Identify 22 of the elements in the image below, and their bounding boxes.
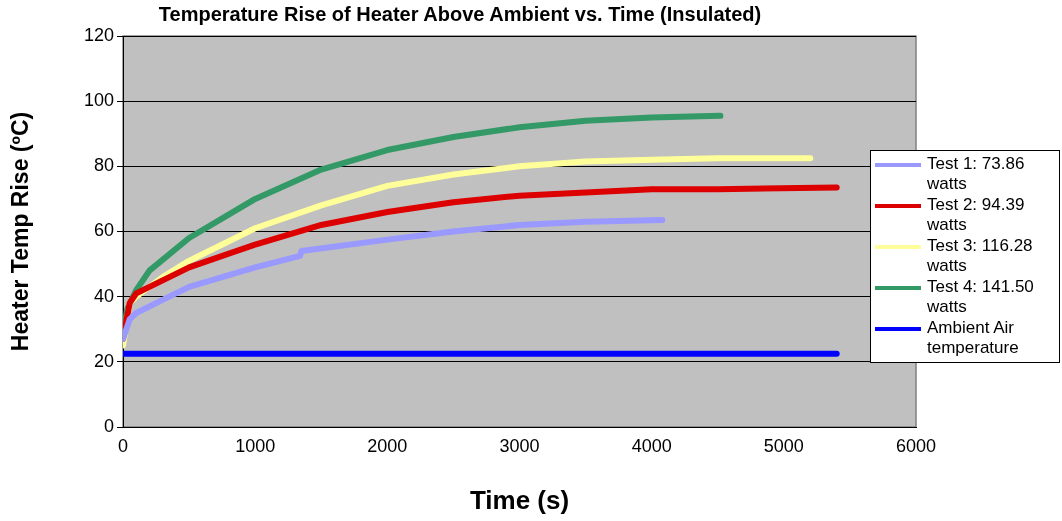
y-tick-label: 40 xyxy=(93,285,114,306)
x-tick-label: 2000 xyxy=(367,435,408,456)
chart-title: Temperature Rise of Heater Above Ambient vs. Time (Insulated) xyxy=(158,2,762,25)
legend-label: Test 4: 141.50 watts xyxy=(927,277,1035,317)
x-axis-title: Time (s) xyxy=(469,484,570,515)
x-tick-label: 5000 xyxy=(763,435,804,456)
legend-label: Test 2: 94.39 watts xyxy=(927,195,1026,235)
y-tick-label: 120 xyxy=(83,24,114,45)
y-axis-title: Heater Temp Rise (ºC) xyxy=(7,111,34,352)
y-tick-label: 80 xyxy=(93,155,114,176)
y-tick-label: 20 xyxy=(93,350,114,371)
x-tick-label: 4000 xyxy=(631,435,672,456)
y-tick-label: 100 xyxy=(83,90,114,111)
legend-label: Ambient Air temperature xyxy=(927,318,1020,358)
y-tick-label: 0 xyxy=(103,415,114,436)
x-tick-label: 1000 xyxy=(235,435,276,456)
x-tick-label: 3000 xyxy=(499,435,540,456)
x-tick-label: 6000 xyxy=(895,435,937,456)
legend-label: Test 3: 116.28 watts xyxy=(927,236,1034,276)
x-tick-label: 0 xyxy=(117,435,129,456)
legend-label: Test 1: 73.86 watts xyxy=(927,154,1026,194)
y-tick-label: 60 xyxy=(93,220,114,241)
